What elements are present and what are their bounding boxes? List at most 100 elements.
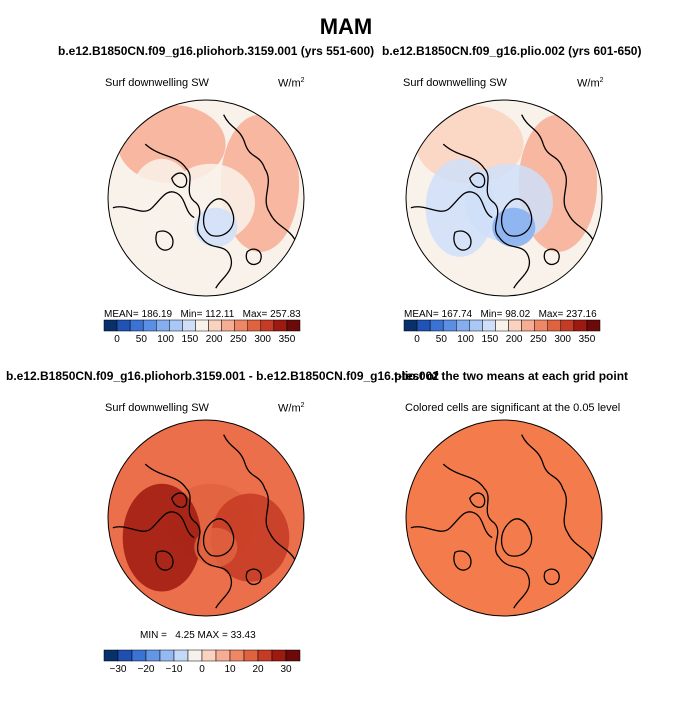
colorbar-swatch xyxy=(221,319,235,332)
colorbar-tick-label: 100 xyxy=(157,334,174,345)
colorbar-tick-label: 50 xyxy=(136,334,148,345)
colorbar-swatch xyxy=(534,319,548,332)
colorbar-swatch xyxy=(229,649,245,662)
panel3-title: b.e12.B1850CN.f09_g16.pliohorb.3159.001 … xyxy=(6,369,439,383)
panel2-field-pacific-warm xyxy=(415,104,524,184)
panel3-field-greenland xyxy=(194,527,238,568)
colorbar-swatch xyxy=(271,649,287,662)
coastline-6 xyxy=(245,248,262,266)
colorbar-tick-label: 350 xyxy=(579,334,596,345)
colorbar-swatch xyxy=(508,319,522,332)
colorbar-swatch xyxy=(273,319,288,332)
colorbar-tick-label: 50 xyxy=(436,334,448,345)
colorbar-swatch xyxy=(247,319,262,332)
coastline-2 xyxy=(521,434,595,563)
coastline-0 xyxy=(442,143,531,289)
coastline-5 xyxy=(155,550,174,571)
coastline-5 xyxy=(155,230,174,251)
colorbar-tick-label: −10 xyxy=(166,664,183,675)
colorbar-swatch xyxy=(195,319,209,332)
colorbar-swatch xyxy=(156,319,170,332)
coastline-2 xyxy=(223,114,297,243)
panel1-min-value: 112.11 xyxy=(205,309,235,320)
colorbar-swatch xyxy=(187,649,203,662)
coastline-4 xyxy=(468,172,486,188)
colorbar-tick-label: −20 xyxy=(138,664,155,675)
panel2-min-label: Min= xyxy=(480,309,503,320)
colorbar-tick-label: 350 xyxy=(279,334,296,345)
panel1-variable-label: Surf downwelling SW xyxy=(105,77,209,89)
panel2-field-siberia xyxy=(425,158,495,257)
panel3-coastlines xyxy=(112,434,297,609)
colorbar-swatch xyxy=(201,649,217,662)
panel1-units: W/m2 xyxy=(278,77,305,90)
colorbar-swatch xyxy=(285,649,301,662)
colorbar-swatch xyxy=(482,319,496,332)
colorbar-swatch xyxy=(208,319,222,332)
panel3-min-label: MIN = xyxy=(140,630,167,641)
coastline-1 xyxy=(112,191,195,219)
panel4-title: t-test of the two means at each grid poi… xyxy=(394,369,629,383)
colorbar-tick-label: 150 xyxy=(182,334,199,345)
figure-title: MAM xyxy=(319,14,373,39)
panel1-title: b.e12.B1850CN.f09_g16.pliohorb.3159.001 … xyxy=(58,44,375,58)
panel4-map xyxy=(405,419,603,617)
colorbar-swatch xyxy=(159,649,175,662)
coastline-5 xyxy=(453,550,472,571)
panel2-mean-label: MEAN= xyxy=(404,309,439,320)
panel4-significance-note: Colored cells are significant at the 0.0… xyxy=(405,402,621,414)
panel2-mean-value: 167.74 xyxy=(441,309,473,320)
panel1-max-label: Max= xyxy=(242,309,268,320)
colorbar-swatch xyxy=(182,319,196,332)
colorbar-tick-label: 150 xyxy=(482,334,499,345)
colorbar-swatch xyxy=(103,649,119,662)
coastline-3 xyxy=(500,518,533,557)
colorbar-swatch xyxy=(145,649,161,662)
panel2-units: W/m2 xyxy=(577,77,604,90)
coastline-1 xyxy=(112,511,195,539)
panel3-units: W/m2 xyxy=(278,402,305,415)
colorbar-swatch xyxy=(286,319,301,332)
panel2-units-exp: 2 xyxy=(599,77,604,84)
colorbar-swatch xyxy=(547,319,562,332)
colorbar-swatch xyxy=(521,319,535,332)
colorbar-swatch xyxy=(173,649,189,662)
panel1-field-greenland xyxy=(194,207,238,247)
panel1-stats: MEAN= 186.19 Min= 112.11 Max= 257.83 xyxy=(104,309,301,320)
coastline-2 xyxy=(223,434,297,563)
panel1-mean-value: 186.19 xyxy=(141,309,173,320)
colorbar-tick-label: 0 xyxy=(199,664,205,675)
colorbar-swatch xyxy=(586,319,601,332)
colorbar-tick-label: 0 xyxy=(414,334,420,345)
panel3-min-value: 4.25 xyxy=(175,630,195,641)
panel2-map-border xyxy=(405,99,603,297)
panel1-map-border xyxy=(107,99,305,297)
colorbar-swatch xyxy=(142,319,157,332)
coastline-4 xyxy=(170,172,188,188)
coastline-6 xyxy=(543,248,560,266)
panel1-coastlines xyxy=(112,114,297,289)
panel1-units-base: W/m xyxy=(278,77,301,90)
panel3-field-eurasia xyxy=(122,483,202,592)
colorbar-swatch xyxy=(131,649,147,662)
colorbar-swatch xyxy=(429,319,444,332)
panel3-colorbar: −30 −20 −10 0 10 20 30 xyxy=(103,649,301,675)
colorbar-swatch xyxy=(573,319,588,332)
panel2-title: b.e12.B1850CN.f09_g16.plio.002 (yrs 601-… xyxy=(382,44,642,58)
panel1-colorbar: 0 50 100 150 200 250 300 350 xyxy=(103,319,301,345)
panel3-map-border xyxy=(107,419,305,617)
panel1-max-value: 257.83 xyxy=(270,309,301,320)
colorbar-swatch xyxy=(469,319,483,332)
colorbar-tick-label: 10 xyxy=(224,664,236,675)
coastline-3 xyxy=(202,518,235,557)
colorbar-swatch xyxy=(129,319,144,332)
colorbar-tick-label: 20 xyxy=(252,664,264,675)
colorbar-tick-label: 0 xyxy=(114,334,120,345)
colorbar-swatch xyxy=(243,649,259,662)
colorbar-swatch xyxy=(560,319,575,332)
colorbar-swatch xyxy=(215,649,231,662)
coastline-5 xyxy=(453,230,472,251)
colorbar-tick-label: 300 xyxy=(254,334,271,345)
colorbar-swatch xyxy=(117,649,133,662)
